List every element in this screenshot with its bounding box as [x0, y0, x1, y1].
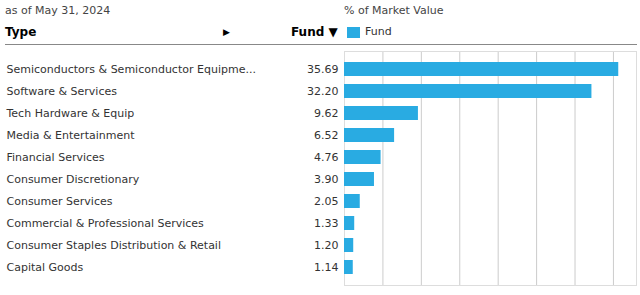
svg-text:Software & Services: Software & Services — [7, 85, 118, 98]
svg-text:32.20: 32.20 — [307, 85, 339, 98]
html-text:% of Market Value: % of Market Value — [344, 4, 444, 17]
svg-text:Semiconductors & Semiconductor: Semiconductors & Semiconductor Equipme..… — [7, 63, 256, 76]
svg-text:Consumer Staples Distribution: Consumer Staples Distribution & Retail — [7, 239, 221, 252]
svg-text:3.90: 3.90 — [314, 173, 339, 186]
svg-text:9.62: 9.62 — [314, 107, 339, 120]
svg-text:1.20: 1.20 — [314, 239, 339, 252]
svg-text:6.52: 6.52 — [314, 129, 339, 142]
svg-text:Commercial & Professional Serv: Commercial & Professional Services — [7, 217, 205, 230]
svg-text:Consumer Services: Consumer Services — [7, 195, 113, 208]
svg-text:Media & Entertainment: Media & Entertainment — [7, 129, 136, 142]
svg-text:35.69: 35.69 — [307, 63, 339, 76]
svg-text:Capital Goods: Capital Goods — [7, 261, 84, 274]
svg-text:1.33: 1.33 — [314, 217, 339, 230]
svg-text:1.14: 1.14 — [314, 261, 339, 274]
svg-text:Consumer Discretionary: Consumer Discretionary — [7, 173, 140, 186]
html-text:Type: Type — [5, 25, 37, 39]
svg-text:Financial Services: Financial Services — [7, 151, 105, 164]
svg-text:Tech Hardware & Equip: Tech Hardware & Equip — [6, 107, 135, 120]
html-text:Fund: Fund — [365, 25, 392, 38]
html-text:Fund ▼: Fund ▼ — [291, 25, 338, 39]
svg-text:2.05: 2.05 — [314, 195, 339, 208]
html-text:as of May 31, 2024: as of May 31, 2024 — [5, 4, 111, 17]
svg-text:4.76: 4.76 — [314, 151, 339, 164]
